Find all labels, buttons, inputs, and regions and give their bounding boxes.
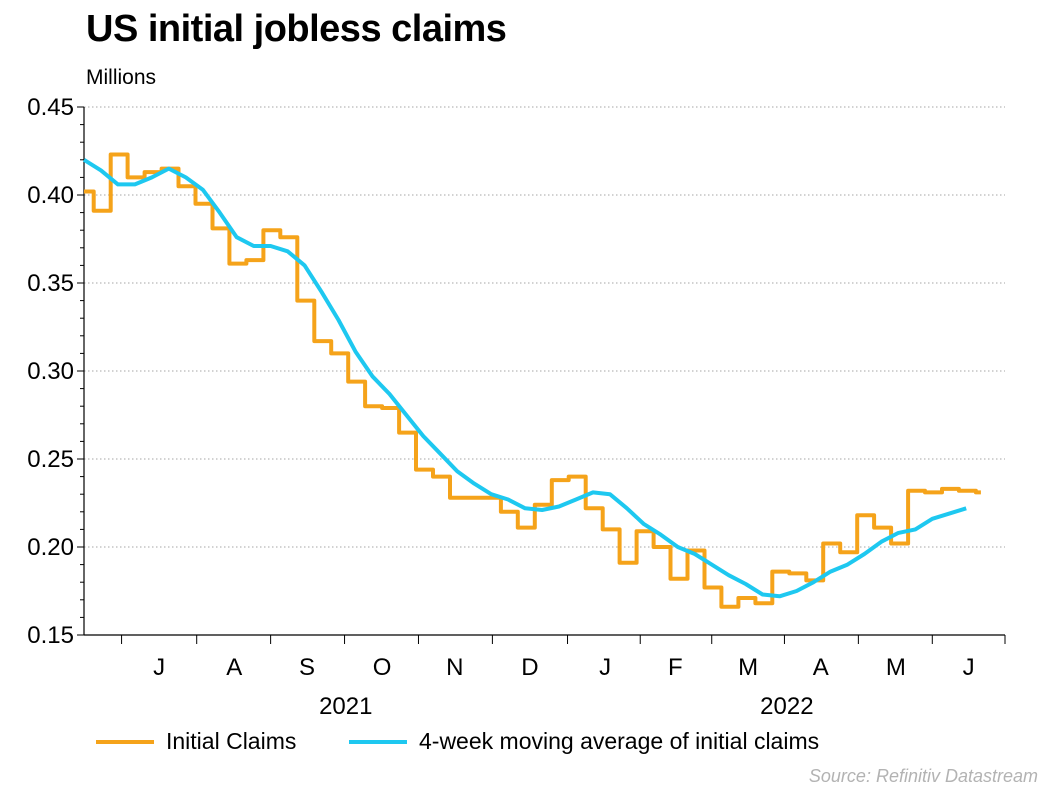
x-tick-label: F (668, 654, 683, 681)
x-tick-label: J (963, 654, 975, 681)
y-tick-label: 0.45 (27, 94, 74, 121)
x-tick-label: M (738, 654, 758, 681)
y-tick-label: 0.40 (27, 182, 74, 209)
x-tick-label: N (446, 654, 463, 681)
chart-title: US initial jobless claims (86, 8, 507, 50)
legend-item-moving-average: 4-week moving average of initial claims (349, 728, 819, 755)
gridlines (84, 106, 1005, 548)
y-tick-label: 0.15 (27, 622, 74, 649)
series-line-initial-claims (84, 152, 981, 609)
x-tick-label: M (886, 654, 906, 681)
y-axis-unit-label: Millions (86, 66, 157, 89)
x-tick-label: J (599, 654, 611, 681)
y-tick-label: 0.25 (27, 446, 74, 473)
tick-labels: 0.45 0.40 0.35 0.30 0.25 0.20 0.15 J A S O N D J F M A M J… (27, 94, 974, 720)
legend-swatch-initial-claims (96, 739, 154, 744)
source-note: Source: Refinitiv Datastream (808, 766, 1038, 786)
y-tick-label: 0.30 (27, 358, 74, 385)
axes (77, 106, 1006, 644)
legend-label-initial-claims: Initial Claims (166, 728, 297, 754)
series (82, 152, 981, 609)
x-year-label: 2022 (760, 693, 813, 720)
x-tick-label: A (813, 654, 829, 681)
legend-label-moving-average: 4-week moving average of initial claims (419, 728, 820, 754)
x-year-label: 2021 (319, 693, 372, 720)
x-tick-label: D (521, 654, 538, 681)
series-line-moving-average (82, 158, 967, 599)
y-tick-label: 0.20 (27, 534, 74, 561)
x-tick-label: A (226, 654, 242, 681)
x-tick-label: S (299, 654, 315, 681)
x-tick-label: J (153, 654, 165, 681)
legend-swatch-moving-average (349, 739, 407, 744)
y-tick-label: 0.35 (27, 270, 74, 297)
x-tick-label: O (373, 654, 392, 681)
legend-item-initial-claims: Initial Claims (96, 728, 296, 755)
